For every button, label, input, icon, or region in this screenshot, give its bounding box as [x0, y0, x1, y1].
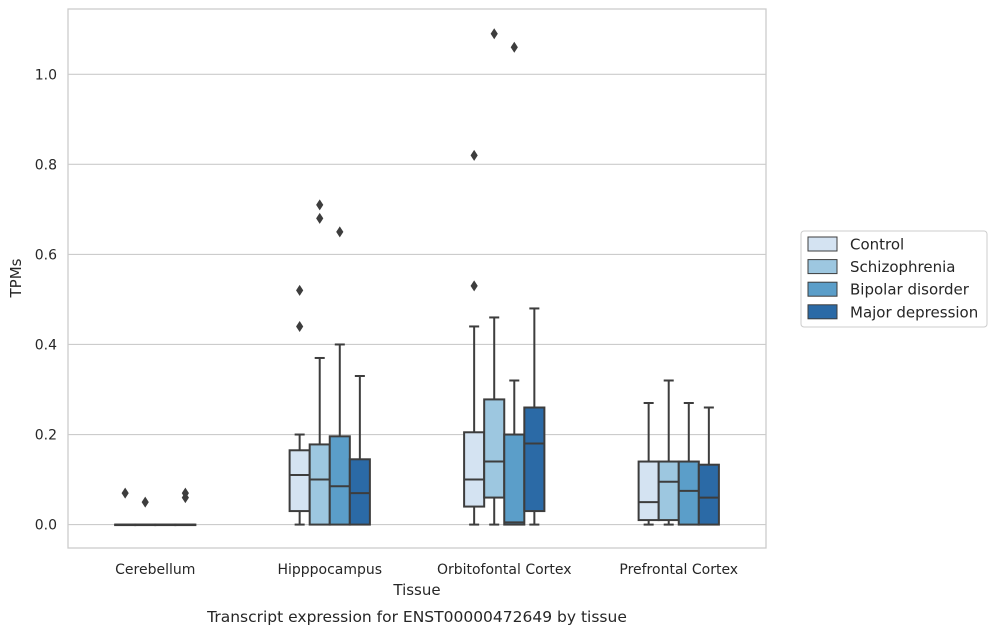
series-group	[134, 28, 680, 527]
box	[677, 402, 700, 526]
box	[328, 226, 351, 526]
y-tick-label: 0.2	[35, 428, 57, 444]
box	[657, 379, 680, 526]
outlier-point	[296, 320, 304, 332]
y-tick-labels: 0.0 0.2 0.4 0.6 0.8 1.0	[35, 67, 57, 533]
outlier-point	[336, 226, 344, 238]
chart-caption: Transcript expression for ENST0000047264…	[206, 608, 627, 626]
x-tick-label: Orbitofontal Cortex	[437, 562, 572, 578]
outlier-point	[296, 284, 304, 296]
outlier-point	[181, 487, 189, 499]
y-tick-label: 0.4	[35, 337, 57, 353]
x-tick-label: Prefrontal Cortex	[619, 562, 738, 578]
box-body	[463, 431, 486, 508]
y-tick-label: 0.0	[35, 518, 57, 534]
outlier-point	[510, 41, 518, 53]
y-tick-label: 0.8	[35, 157, 57, 173]
box-body	[483, 398, 506, 499]
box	[288, 284, 311, 526]
outlier-point	[316, 212, 324, 224]
series-group	[114, 149, 660, 527]
series-group	[174, 307, 720, 527]
legend-swatch	[807, 304, 838, 320]
box	[697, 406, 720, 526]
box	[174, 487, 197, 527]
box-body	[503, 433, 526, 526]
legend-label: Control	[850, 236, 904, 254]
box-series	[114, 28, 720, 527]
box	[348, 374, 371, 526]
plot-background	[68, 9, 766, 548]
y-axis-title: TPMs	[7, 258, 25, 298]
y-tick-label: 1.0	[35, 67, 57, 83]
x-tick-labels: Cerebellum Hipppocampus Orbitofontal Corte…	[115, 562, 738, 578]
outlier-point	[316, 199, 324, 211]
x-tick-label: Hipppocampus	[277, 562, 382, 578]
box-body	[637, 460, 660, 522]
box-body	[697, 463, 720, 526]
outlier-point	[470, 280, 478, 292]
legend-swatch	[807, 259, 838, 275]
outlier-point	[141, 496, 149, 508]
box-body	[308, 443, 331, 526]
box-body	[523, 406, 546, 513]
box-body	[657, 460, 680, 522]
legend-swatch	[807, 236, 838, 252]
legend-label: Bipolar disorder	[850, 281, 970, 299]
legend-label: Major depression	[850, 303, 978, 321]
box	[523, 307, 546, 526]
x-axis-title: Tissue	[392, 581, 440, 599]
box-body	[677, 460, 700, 526]
y-tick-label: 0.6	[35, 247, 57, 263]
box-body	[348, 458, 371, 526]
box-body	[288, 449, 311, 513]
series-group	[154, 41, 700, 527]
plot-frame	[67, 8, 767, 549]
outlier-point	[121, 487, 129, 499]
outlier-point	[490, 28, 498, 40]
legend-frame	[800, 230, 988, 328]
legend-swatch	[807, 281, 838, 297]
outlier-point	[470, 149, 478, 161]
x-tick-label: Cerebellum	[115, 562, 195, 578]
box	[463, 149, 486, 526]
box	[154, 523, 177, 527]
legend-label: Schizophrenia	[850, 258, 955, 276]
box-body	[328, 435, 351, 526]
legend: Control Schizophrenia Bipolar disorder Majo…	[800, 230, 988, 328]
